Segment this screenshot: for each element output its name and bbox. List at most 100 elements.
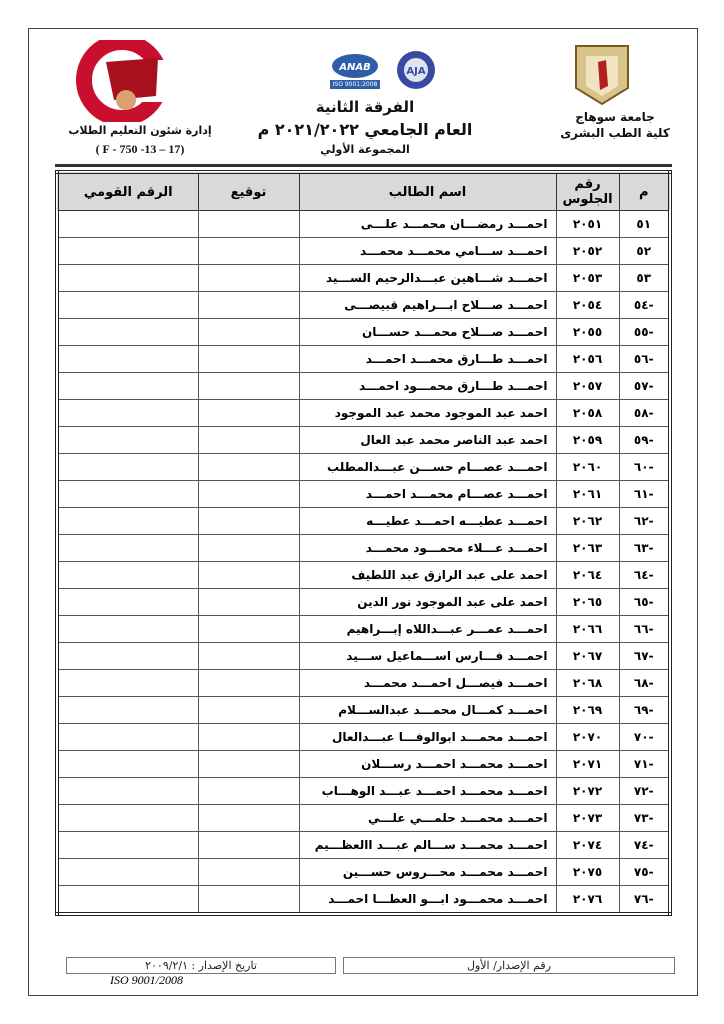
row-index: -٧٥ [618,858,671,886]
table-row: -٦٥ ٢٠٦٥ احمد على عبد الموجود نور الدين [56,588,671,616]
table-row: ٥٣ ٢٠٥٣ احمـــد شـــاهين عبـــدالرحيم السـ… [56,264,671,292]
university-name: جامعة سوهاج [575,110,655,124]
row-index: -٧٦ [618,885,671,915]
seat-number: ٢٠٥٨ [555,399,620,427]
row-index: -٥٥ [618,318,671,346]
table-row: -٦٢ ٢٠٦٢ احمـــد عطيـــه احمـــد عطيـــه [56,507,671,535]
row-index: -٧١ [618,750,671,778]
signature-cell [197,642,300,670]
student-name: احمـــد ســـامي محمـــد محمـــد [298,237,557,265]
signature-cell [197,777,300,805]
seat-number: ٢٠٦٢ [555,507,620,535]
seat-number: ٢٠٥٦ [555,345,620,373]
row-index: -٦٩ [618,696,671,724]
seat-number: ٢٠٥٤ [555,291,620,319]
national-id-cell [56,345,199,373]
national-id-cell [56,507,199,535]
seat-number: ٢٠٦٣ [555,534,620,562]
student-name: احمـــد محمـــد احمـــد عبـــد الوهـــاب [298,777,557,805]
svg-text:ANAB: ANAB [338,62,370,73]
faculty-logo [76,40,184,122]
row-index: -٦٥ [618,588,671,616]
student-name: احمـــد طـــارق محمـــد احمـــد [298,345,557,373]
anab-logo: ANAB [332,54,378,78]
national-id-cell [56,858,199,886]
signature-cell [197,264,300,292]
student-name: احمد عبد الناصر محمد عبد العال [298,426,557,454]
svg-text:AJA: AJA [406,66,425,77]
table-row: -٦٣ ٢٠٦٣ احمـــد عـــلاء محمـــود محمـــد [56,534,671,562]
row-index: -٦١ [618,480,671,508]
signature-cell [197,615,300,643]
signature-cell [197,885,300,915]
seat-number: ٢٠٦٠ [555,453,620,481]
seat-number: ٢٠٥٧ [555,372,620,400]
student-name: احمـــد محمـــد محـــروس حســـين [298,858,557,886]
table-row: -٥٧ ٢٠٥٧ احمـــد طـــارق محمـــود احمـــد [56,372,671,400]
signature-cell [197,561,300,589]
seat-number: ٢٠٦٨ [555,669,620,697]
row-index: -٧٤ [618,831,671,859]
national-id-cell [56,426,199,454]
table-row: -٧٢ ٢٠٧٢ احمـــد محمـــد احمـــد عبـــد ال… [56,777,671,805]
signature-cell [197,507,300,535]
student-name: احمد عبد الموجود محمد عبد الموجود [298,399,557,427]
table-row: -٥٦ ٢٠٥٦ احمـــد طـــارق محمـــد احمـــد [56,345,671,373]
row-index: -٦٢ [618,507,671,535]
table-row: -٥٨ ٢٠٥٨ احمد عبد الموجود محمد عبد الموجود [56,399,671,427]
year-level: الفرقة الثانية [315,98,415,116]
col-header-seat: رقم الجلوس [555,171,620,211]
col-header-national-id: الرقم القومي [56,171,199,211]
signature-cell [197,723,300,751]
student-name: احمـــد صـــلاح محمـــد حســـان [298,318,557,346]
student-name: احمـــد فيصـــل احمـــد محمـــد [298,669,557,697]
student-name: احمـــد عصـــام حســـن عبـــدالمطلب [298,453,557,481]
signature-cell [197,237,300,265]
table-header-row: م رقم الجلوس اسم الطالب توقيع الرقم القو… [56,171,671,211]
signature-cell [197,372,300,400]
iso-badge: ISO 9001:2008 [330,80,380,89]
national-id-cell [56,399,199,427]
page-border [28,28,698,996]
issue-number: رقم الإصدار/ الأول [343,957,675,974]
signature-cell [197,534,300,562]
seat-number: ٢٠٥٣ [555,264,620,292]
national-id-cell [56,669,199,697]
university-seal [575,45,629,106]
seat-number: ٢٠٧٠ [555,723,620,751]
table-row: ٥٢ ٢٠٥٢ احمـــد ســـامي محمـــد محمـــد [56,237,671,265]
seat-number: ٢٠٦٦ [555,615,620,643]
seat-number: ٢٠٧٢ [555,777,620,805]
seat-number: ٢٠٥١ [555,210,620,238]
signature-cell [197,669,300,697]
signature-cell [197,453,300,481]
seat-number: ٢٠٦٥ [555,588,620,616]
row-index: -٦٤ [618,561,671,589]
national-id-cell [56,291,199,319]
national-id-cell [56,588,199,616]
row-index: ٥٣ [618,264,671,292]
national-id-cell [56,723,199,751]
table-row: -٥٥ ٢٠٥٥ احمـــد صـــلاح محمـــد حســـان [56,318,671,346]
student-name: احمـــد محمـــد ابوالوفـــا عبـــدالعال [298,723,557,751]
student-name: احمد على عبد الموجود نور الدين [298,588,557,616]
signature-cell [197,858,300,886]
seat-number: ٢٠٦٩ [555,696,620,724]
signature-cell [197,831,300,859]
seat-number: ٢٠٥٩ [555,426,620,454]
national-id-cell [56,453,199,481]
seat-number: ٢٠٧٣ [555,804,620,832]
seat-number: ٢٠٦٤ [555,561,620,589]
seat-number: ٢٠٥٥ [555,318,620,346]
signature-cell [197,291,300,319]
student-name: احمـــد شـــاهين عبـــدالرحيم الســـيد [298,264,557,292]
table-row: -٧٥ ٢٠٧٥ احمـــد محمـــد محـــروس حســـين [56,858,671,886]
table-row: -٧٣ ٢٠٧٣ احمـــد محمـــد حلمـــي علـــي [56,804,671,832]
table-row: -٦٩ ٢٠٦٩ احمـــد كمـــال محمـــد عبدالســـ… [56,696,671,724]
national-id-cell [56,696,199,724]
row-index: -٦٧ [618,642,671,670]
table-row: -٦١ ٢٠٦١ احمـــد عصـــام محمـــد احمـــد [56,480,671,508]
seat-number: ٢٠٧٦ [555,885,620,915]
row-index: -٦٠ [618,453,671,481]
